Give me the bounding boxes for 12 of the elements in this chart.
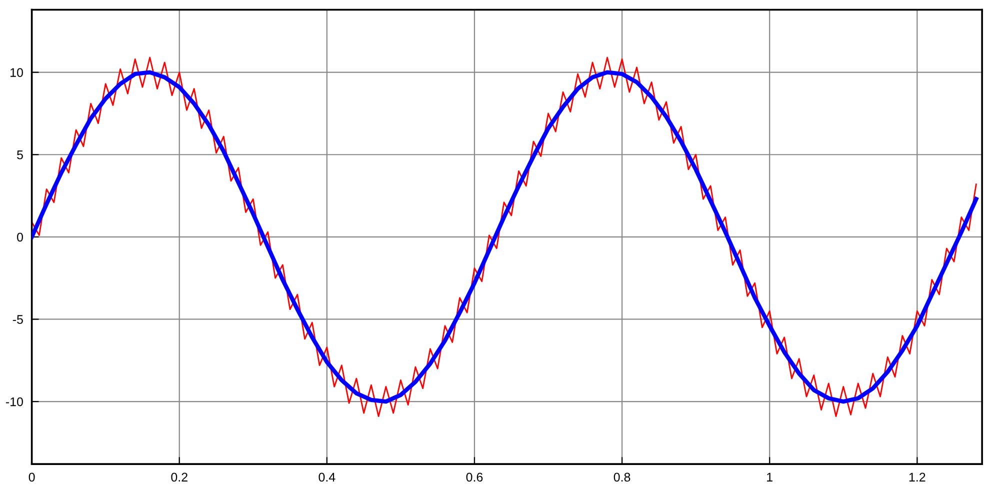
x-tick-label: 0.6 <box>466 472 483 482</box>
x-tick-label: 1 <box>767 472 772 482</box>
x-tick-label: 0.2 <box>171 472 188 482</box>
y-tick-label: 5 <box>17 150 23 160</box>
y-tick-label: 10 <box>10 68 23 77</box>
x-tick-label: 1.2 <box>909 472 926 482</box>
x-tick-label: 0 <box>28 472 35 482</box>
y-tick-label: -5 <box>12 315 23 324</box>
y-tick-label: 0 <box>17 232 23 242</box>
y-tick-label: -10 <box>6 397 23 406</box>
x-tick-label: 0.4 <box>318 472 336 482</box>
x-tick-label: 0.8 <box>614 472 630 482</box>
